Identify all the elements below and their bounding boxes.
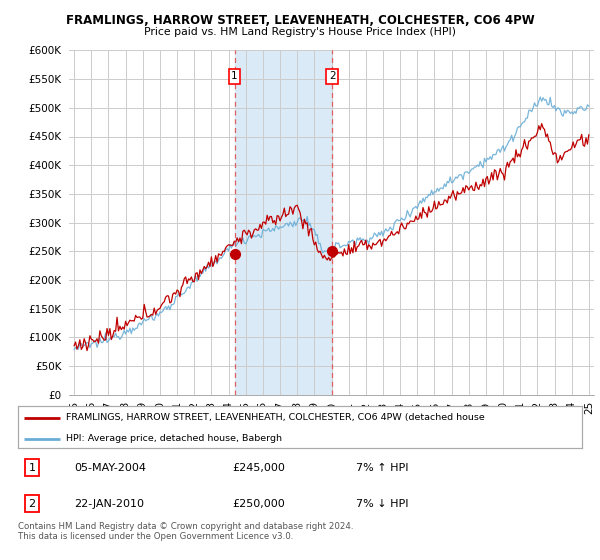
Text: 22-JAN-2010: 22-JAN-2010 (74, 499, 145, 509)
Text: 2: 2 (29, 499, 35, 509)
Text: FRAMLINGS, HARROW STREET, LEAVENHEATH, COLCHESTER, CO6 4PW (detached house: FRAMLINGS, HARROW STREET, LEAVENHEATH, C… (66, 413, 485, 422)
Text: 7% ↓ HPI: 7% ↓ HPI (356, 499, 409, 509)
Text: HPI: Average price, detached house, Babergh: HPI: Average price, detached house, Babe… (66, 434, 282, 444)
Text: Price paid vs. HM Land Registry's House Price Index (HPI): Price paid vs. HM Land Registry's House … (144, 27, 456, 37)
Text: 05-MAY-2004: 05-MAY-2004 (74, 463, 146, 473)
Text: FRAMLINGS, HARROW STREET, LEAVENHEATH, COLCHESTER, CO6 4PW: FRAMLINGS, HARROW STREET, LEAVENHEATH, C… (65, 14, 535, 27)
Text: 2: 2 (329, 71, 335, 81)
Text: 1: 1 (231, 71, 238, 81)
Text: 1: 1 (29, 463, 35, 473)
Text: £245,000: £245,000 (232, 463, 285, 473)
Text: Contains HM Land Registry data © Crown copyright and database right 2024.
This d: Contains HM Land Registry data © Crown c… (18, 522, 353, 542)
Bar (589, 50, 594, 395)
Bar (235, 50, 332, 395)
Text: £250,000: £250,000 (232, 499, 285, 509)
Text: 7% ↑ HPI: 7% ↑ HPI (356, 463, 409, 473)
